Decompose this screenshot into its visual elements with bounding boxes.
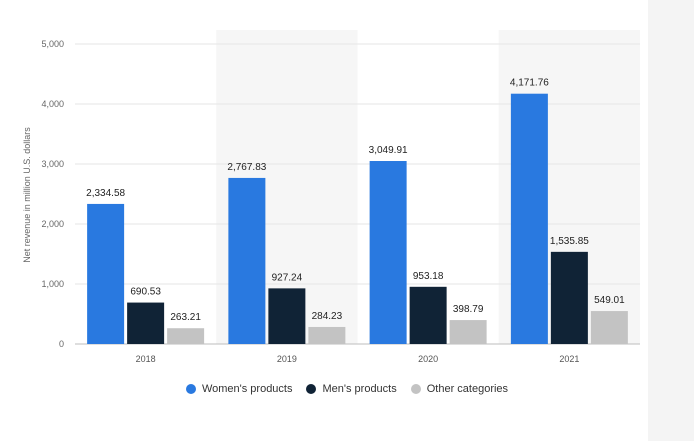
bar	[87, 203, 125, 344]
bar	[590, 311, 628, 344]
legend-label: Men's products	[322, 383, 397, 395]
y-tick-label: 4,000	[41, 99, 64, 109]
legend-item[interactable]: Men's products	[306, 383, 397, 395]
data-label: 1,535.85	[550, 236, 589, 247]
legend-swatch	[185, 384, 196, 394]
bar	[449, 320, 487, 344]
page-edge	[648, 0, 694, 441]
y-tick-label: 0	[59, 339, 64, 349]
legend-swatch	[410, 384, 421, 394]
data-label: 549.01	[594, 295, 625, 306]
legend-item[interactable]: Women's products	[185, 383, 293, 395]
legend-item[interactable]: Other categories	[410, 383, 509, 395]
x-tick-label: 2019	[277, 354, 297, 364]
x-tick-label: 2021	[559, 354, 579, 364]
bars: 2,334.58 690.53 263.21 2,767.83 927.24 284.23…	[86, 78, 628, 344]
bar	[409, 286, 447, 344]
data-label: 953.18	[413, 271, 444, 282]
bar	[127, 302, 165, 344]
data-label: 263.21	[170, 312, 201, 323]
data-label: 284.23	[312, 311, 343, 322]
y-tick-label: 3,000	[41, 159, 64, 169]
bar	[369, 161, 407, 344]
x-tick-label: 2018	[136, 354, 156, 364]
legend: Women's products Men's products Other cate…	[0, 383, 694, 395]
data-label: 4,171.76	[510, 78, 549, 89]
y-axis-ticks: 0 1,000 2,000 3,000 4,000 5,000	[41, 39, 64, 349]
bar	[167, 328, 205, 344]
data-label: 690.53	[130, 287, 161, 298]
bar	[268, 288, 306, 344]
bar	[228, 177, 266, 344]
bar	[550, 251, 588, 344]
y-tick-label: 2,000	[41, 219, 64, 229]
bar	[510, 93, 548, 344]
x-tick-label: 2020	[418, 354, 438, 364]
x-axis-ticks: 2018 2019 2020 2021	[136, 354, 580, 364]
data-label: 398.79	[453, 304, 484, 315]
data-label: 2,767.83	[227, 162, 266, 173]
data-label: 2,334.58	[86, 188, 125, 199]
legend-swatch	[306, 384, 317, 394]
bar	[308, 326, 346, 344]
legend-label: Women's products	[201, 383, 293, 395]
data-label: 3,049.91	[369, 145, 408, 156]
y-tick-label: 5,000	[41, 39, 64, 49]
data-label: 927.24	[272, 272, 303, 283]
y-axis-label: Net revenue in million U.S. dollars	[22, 127, 32, 263]
legend-label: Other categories	[426, 383, 509, 395]
y-tick-label: 1,000	[41, 279, 64, 289]
